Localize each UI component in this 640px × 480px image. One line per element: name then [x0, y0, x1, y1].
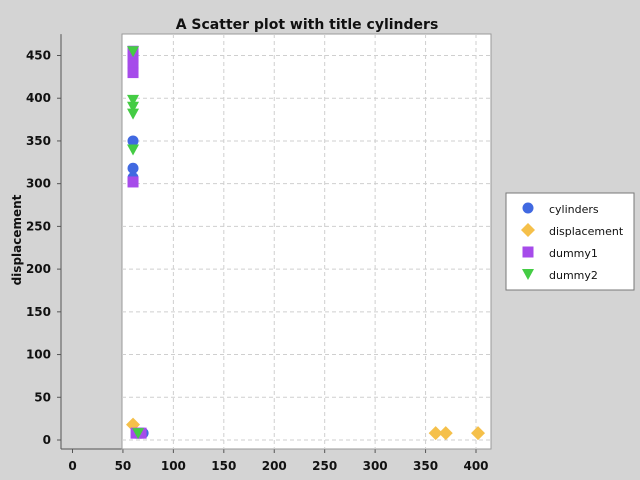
legend-label-displacement: displacement [549, 225, 624, 238]
y-axis: 0 50 100 150 200 250 300 350 400 450 [26, 34, 62, 449]
point-displacement [471, 426, 486, 441]
legend-label-dummy2: dummy2 [549, 269, 598, 282]
point-dummy2 [132, 428, 145, 440]
plot-area [121, 33, 492, 450]
x-tick-label: 400 [463, 459, 488, 473]
y-tick-label: 400 [26, 91, 51, 105]
legend-marker-dummy1 [522, 246, 534, 258]
legend-label-cylinders: cylinders [549, 203, 599, 216]
point-dummy2 [127, 94, 140, 106]
y-axis-title: displacement [10, 194, 24, 285]
x-tick-label: 50 [115, 459, 132, 473]
x-tick-label: 150 [211, 459, 236, 473]
point-cylinders [127, 162, 139, 174]
y-tick-label: 200 [26, 262, 51, 276]
point-dummy1 [127, 67, 139, 79]
grid-lines [122, 34, 491, 449]
y-tick-label: 450 [26, 49, 51, 63]
legend: cylinders displacement dummy1 dummy2 [505, 192, 635, 291]
point-dummy2 [127, 101, 140, 113]
y-tick-label: 150 [26, 305, 51, 319]
data-points [126, 45, 486, 441]
point-dummy1 [127, 58, 139, 70]
legend-marker-displacement [521, 223, 535, 237]
point-dummy2 [127, 144, 140, 156]
point-displacement [428, 426, 443, 441]
x-tick-label: 100 [161, 459, 186, 473]
y-tick-label: 250 [26, 219, 51, 233]
x-tick-label: 0 [68, 459, 76, 473]
point-dummy2 [127, 108, 140, 120]
y-tick-label: 300 [26, 177, 51, 191]
series-dummy2 [127, 46, 145, 440]
y-tick-label: 350 [26, 134, 51, 148]
x-tick-label: 350 [413, 459, 438, 473]
x-axis: 0 50 100 150 200 250 300 350 400 [61, 448, 491, 473]
legend-marker-dummy2 [522, 269, 534, 280]
x-tick-label: 300 [363, 459, 388, 473]
y-tick-label: 0 [43, 433, 51, 447]
y-tick-label: 100 [26, 348, 51, 362]
point-dummy1 [127, 176, 139, 188]
point-displacement [438, 426, 453, 441]
chart-title: A Scatter plot with title cylinders [176, 17, 439, 33]
legend-label-dummy1: dummy1 [549, 247, 598, 260]
x-tick-label: 250 [312, 459, 337, 473]
x-tick-label: 200 [262, 459, 287, 473]
y-tick-label: 50 [34, 390, 51, 404]
legend-marker-cylinders [522, 202, 534, 214]
point-cylinders [127, 135, 139, 147]
point-dummy2 [127, 46, 140, 58]
